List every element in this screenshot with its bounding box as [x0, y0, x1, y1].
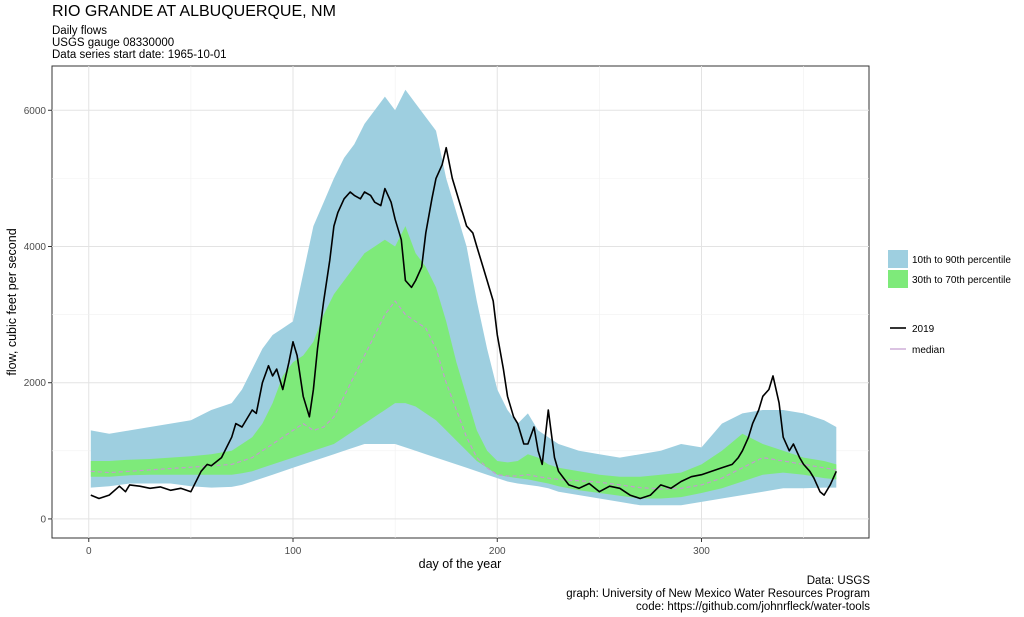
x-tick-label: 300	[693, 546, 710, 557]
subtitle-line-2: USGS gauge 08330000	[52, 37, 175, 49]
caption-line-1: Data: USGS	[806, 575, 870, 587]
y-tick-label: 6000	[24, 106, 47, 117]
percentile-bands	[90, 89, 837, 506]
y-tick-label: 2000	[24, 378, 47, 389]
x-tick-label: 100	[285, 546, 302, 557]
legend: 10th to 90th percentile 30th to 70th per…	[888, 250, 1011, 356]
x-tick-label: 0	[86, 546, 92, 557]
legend-label-median: median	[912, 345, 945, 356]
x-axis-label: day of the year	[419, 557, 502, 571]
y-tick-label: 4000	[24, 242, 47, 253]
series-lines	[90, 146, 838, 500]
x-tick-label: 200	[489, 546, 506, 557]
caption-line-3: code: https://github.com/johnrfleck/wate…	[636, 601, 870, 613]
series-line-median	[90, 300, 837, 490]
caption-line-2: graph: University of New Mexico Water Re…	[566, 588, 870, 600]
axis-ticks: 0 100 200 300 0 2000 4000 6000	[24, 106, 711, 557]
chart-title: RIO GRANDE AT ALBUQUERQUE, NM	[52, 3, 336, 20]
y-axis-label: flow, cubic feet per second	[5, 228, 19, 375]
legend-swatch-30-70	[888, 270, 908, 288]
subtitle-line-1: Daily flows	[52, 25, 107, 37]
y-tick-label: 0	[40, 514, 46, 525]
legend-label-10-90: 10th to 90th percentile	[912, 255, 1011, 266]
series-line-2019	[90, 146, 838, 500]
band-30-70-percentile	[90, 226, 837, 499]
legend-swatch-10-90	[888, 250, 908, 268]
legend-label-2019: 2019	[912, 324, 935, 335]
legend-label-30-70: 30th to 70th percentile	[912, 275, 1011, 286]
subtitle-line-3: Data series start date: 1965-10-01	[52, 49, 227, 61]
